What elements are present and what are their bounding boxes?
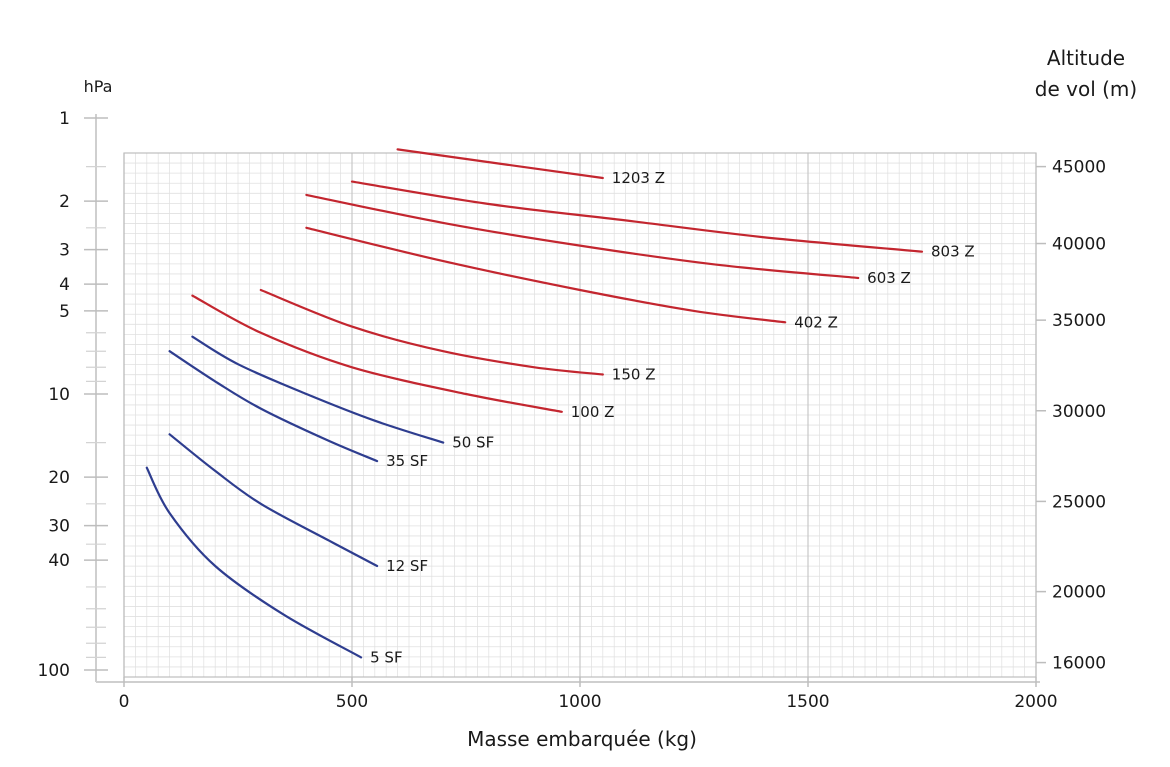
bottom-axis: 0 500 1000 1500 2000 <box>96 677 1058 712</box>
y-tick-label: 2 <box>59 192 70 212</box>
x-tick-label: 500 <box>336 692 368 712</box>
x-axis-title: Masse embarquée (kg) <box>467 727 697 751</box>
y2-axis-title-line-2: de vol (m) <box>1035 77 1137 101</box>
series-line-35-sf <box>168 350 379 463</box>
x-tick-label: 2000 <box>1014 692 1057 712</box>
series-line-5-sf <box>145 466 363 659</box>
series-label-1203-z: 1203 Z <box>612 169 665 187</box>
series-label-603-z: 603 Z <box>867 269 911 287</box>
y2-tick-label: 35000 <box>1052 311 1106 331</box>
series-line-150-z <box>259 288 604 376</box>
labels-layer: 1203 Z 803 Z 603 Z 402 Z 150 Z 100 Z 50 SF 35 S… <box>370 169 975 666</box>
series-label-12-sf: 12 SF <box>386 557 428 575</box>
series-label-5-sf: 5 SF <box>370 648 402 666</box>
y2-tick-label: 16000 <box>1052 654 1106 674</box>
series-line-12-sf <box>168 433 379 568</box>
y-tick-label: 100 <box>38 661 70 681</box>
y-tick-label: 3 <box>59 241 70 261</box>
series-label-150-z: 150 Z <box>612 366 656 384</box>
series-line-603-z <box>305 193 860 280</box>
series-line-50-sf <box>191 335 445 444</box>
y-tick-label: 40 <box>48 551 70 571</box>
y2-tick-label: 30000 <box>1052 402 1106 422</box>
y2-tick-label: 20000 <box>1052 583 1106 603</box>
series-line-402-z <box>305 226 787 324</box>
series-label-803-z: 803 Z <box>931 243 975 261</box>
y-tick-label: 4 <box>59 275 70 295</box>
x-tick-label: 1000 <box>558 692 601 712</box>
y-tick-label: 30 <box>48 517 70 537</box>
x-tick-label: 0 <box>119 692 130 712</box>
y2-tick-label: 45000 <box>1052 158 1106 178</box>
y-tick-label: 20 <box>48 468 70 488</box>
right-axis: 45000 40000 35000 30000 25000 20000 16000 <box>1036 158 1106 674</box>
y2-axis-title-line-1: Altitude <box>1047 46 1125 70</box>
y-tick-label: 10 <box>48 385 70 405</box>
y-tick-label: 1 <box>59 109 70 129</box>
y2-tick-label: 40000 <box>1052 235 1106 255</box>
series-label-35-sf: 35 SF <box>386 452 428 470</box>
series-label-50-sf: 50 SF <box>452 434 494 452</box>
series-label-402-z: 402 Z <box>794 313 838 331</box>
left-axis: 1 2 3 4 5 10 20 30 40 100 <box>38 109 108 682</box>
series-layer <box>145 148 924 659</box>
series-label-100-z: 100 Z <box>571 403 615 421</box>
y2-tick-label: 25000 <box>1052 492 1106 512</box>
series-line-1203-z <box>396 148 604 180</box>
y-axis-unit-label: hPa <box>84 77 113 96</box>
series-line-100-z <box>191 294 563 413</box>
x-tick-label: 1500 <box>786 692 829 712</box>
series-line-803-z <box>350 180 924 253</box>
y-tick-label: 5 <box>59 302 70 322</box>
